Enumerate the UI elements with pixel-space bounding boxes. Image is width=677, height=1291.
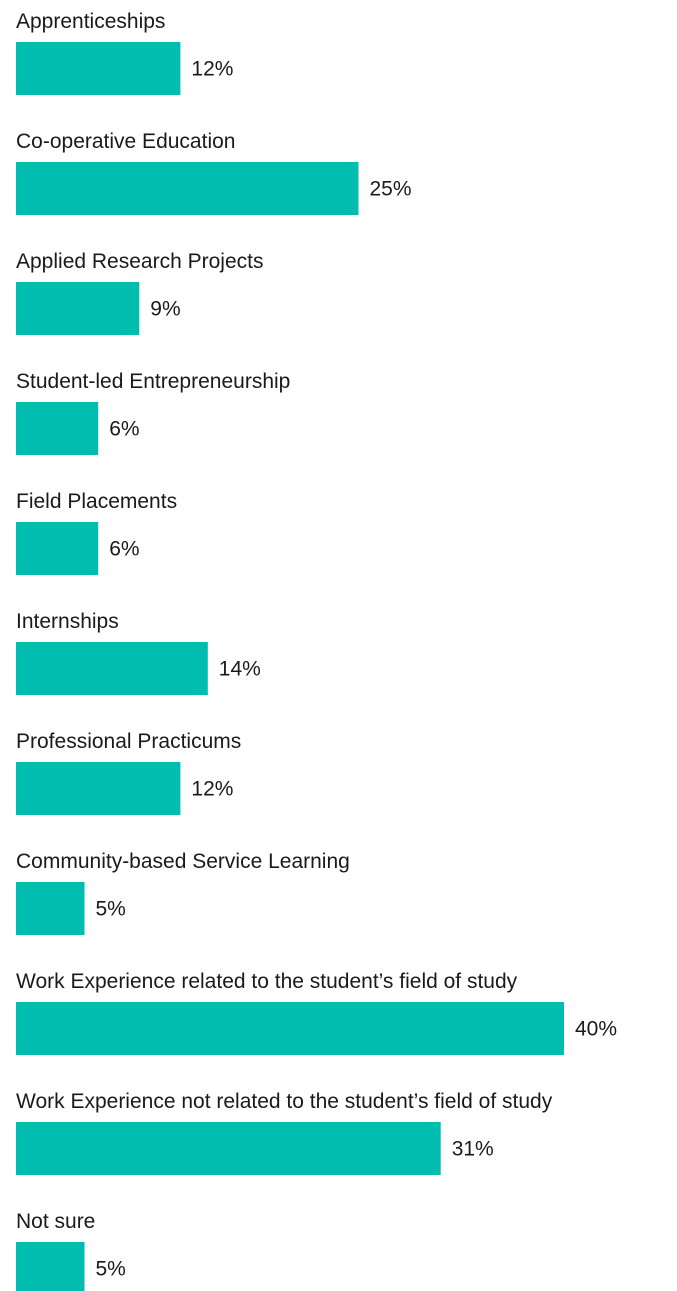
bar xyxy=(16,522,99,575)
category-label: Co-operative Education xyxy=(16,130,235,153)
category-label: Professional Practicums xyxy=(16,730,241,753)
category-label: Internships xyxy=(16,610,119,633)
value-label: 5% xyxy=(96,1258,126,1281)
bar xyxy=(16,1002,564,1055)
value-label: 40% xyxy=(575,1018,617,1041)
bar xyxy=(16,162,359,215)
bar-row: Apprenticeships 12% xyxy=(16,10,233,95)
category-label: Applied Research Projects xyxy=(16,250,263,273)
bar-row: Professional Practicums 12% xyxy=(16,730,241,815)
category-label: Apprenticeships xyxy=(16,10,165,33)
bar xyxy=(16,42,181,95)
value-label: 25% xyxy=(370,178,412,201)
bar-row: Internships 14% xyxy=(16,610,261,695)
bar xyxy=(16,762,181,815)
value-label: 31% xyxy=(452,1138,494,1161)
value-label: 6% xyxy=(109,538,139,561)
value-label: 14% xyxy=(219,658,261,681)
bar xyxy=(16,1242,85,1291)
category-label: Not sure xyxy=(16,1210,95,1233)
bar xyxy=(16,1122,441,1175)
bar-row: Work Experience not related to the stude… xyxy=(16,1090,553,1175)
category-label: Student-led Entrepreneurship xyxy=(16,370,290,393)
category-label: Work Experience related to the student’s… xyxy=(16,970,518,993)
bar-row: Applied Research Projects 9% xyxy=(16,250,263,335)
category-label: Field Placements xyxy=(16,490,177,513)
bar-row: Student-led Entrepreneurship 6% xyxy=(16,370,290,455)
bar xyxy=(16,282,140,335)
bar xyxy=(16,642,208,695)
bar xyxy=(16,882,85,935)
bar-row: Co-operative Education 25% xyxy=(16,130,412,215)
value-label: 12% xyxy=(191,778,233,801)
value-label: 5% xyxy=(96,898,126,921)
bar xyxy=(16,402,99,455)
bar-row: Field Placements 6% xyxy=(16,490,177,575)
value-label: 9% xyxy=(150,298,180,321)
bar-row: Not sure 5% xyxy=(16,1210,126,1291)
bar-row: Community-based Service Learning 5% xyxy=(16,850,350,935)
category-label: Work Experience not related to the stude… xyxy=(16,1090,553,1113)
bar-row: Work Experience related to the student’s… xyxy=(16,970,617,1055)
value-label: 12% xyxy=(191,58,233,81)
value-label: 6% xyxy=(109,418,139,441)
category-label: Community-based Service Learning xyxy=(16,850,350,873)
